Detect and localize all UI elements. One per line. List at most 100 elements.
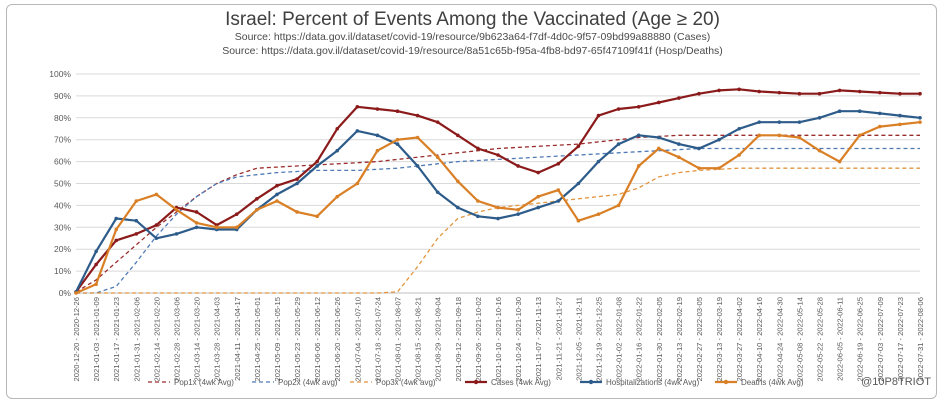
point-cases xyxy=(576,144,581,149)
point-deaths xyxy=(94,282,98,287)
point-hospitalizations xyxy=(114,216,118,221)
point-hospitalizations xyxy=(677,142,681,146)
point-hospitalizations xyxy=(496,216,500,221)
x-tick-label: 2021-04-25 - 2021-05-01 xyxy=(253,297,262,381)
point-cases xyxy=(94,262,98,267)
point-cases xyxy=(536,170,540,175)
legend-marker-deaths xyxy=(723,379,729,385)
point-cases xyxy=(857,89,862,94)
point-cases xyxy=(335,126,340,131)
x-tick-label: 2021-04-11 - 2021-04-17 xyxy=(233,297,242,381)
chart-frame xyxy=(6,4,937,399)
point-cases xyxy=(194,210,199,214)
point-deaths xyxy=(415,135,420,140)
point-deaths xyxy=(476,199,480,203)
point-hospitalizations xyxy=(757,120,762,124)
x-tick-label: 2021-09-26 - 2021-10-02 xyxy=(474,297,483,381)
x-tick-label: 2021-09-12 - 2021-09-18 xyxy=(454,297,463,381)
x-tick-label: 2021-11-21 - 2021-11-27 xyxy=(554,297,563,380)
series-line-cases xyxy=(75,88,920,293)
point-cases xyxy=(355,105,360,109)
x-tick-label: 2022-06-05 - 2022-06-11 xyxy=(836,297,845,381)
point-cases xyxy=(234,212,239,216)
x-tick-label: 2022-01-30 - 2022-02-05 xyxy=(655,297,664,381)
point-hospitalizations xyxy=(576,181,581,186)
point-cases xyxy=(918,91,922,96)
point-cases xyxy=(295,177,299,181)
x-tick-label: 2021-11-07 - 2021-11-13 xyxy=(534,297,543,380)
x-tick-label: 2022-01-02 - 2022-01-08 xyxy=(615,297,624,381)
point-deaths xyxy=(435,155,440,160)
point-hospitalizations xyxy=(476,214,480,219)
point-hospitalizations xyxy=(797,120,802,124)
point-hospitalizations xyxy=(375,133,380,138)
x-tick-label: 2022-04-10 - 2022-04-16 xyxy=(755,297,764,381)
point-deaths xyxy=(174,207,179,212)
point-cases xyxy=(636,105,641,109)
point-deaths xyxy=(717,166,721,170)
chart-title: Israel: Percent of Events Among the Vacc… xyxy=(225,9,720,30)
point-deaths xyxy=(737,153,741,157)
point-hospitalizations xyxy=(415,164,420,168)
point-deaths xyxy=(496,205,500,210)
point-hospitalizations xyxy=(777,120,782,124)
point-deaths xyxy=(576,218,581,223)
point-hospitalizations xyxy=(395,142,400,146)
point-hospitalizations xyxy=(315,164,319,168)
point-hospitalizations xyxy=(616,142,621,146)
x-tick-label: 2021-12-19 - 2021-12-25 xyxy=(594,297,603,381)
y-tick-label: 80% xyxy=(54,113,71,123)
point-hospitalizations xyxy=(556,199,561,203)
x-tick-label: 2022-04-24 - 2022-04-30 xyxy=(775,297,784,381)
point-cases xyxy=(697,91,701,96)
x-tick-label: 2022-07-31 - 2022-08-06 xyxy=(916,297,925,381)
y-tick-label: 0% xyxy=(59,288,72,298)
y-tick-label: 40% xyxy=(54,200,71,210)
x-tick-label: 2021-10-24 - 2021-10-30 xyxy=(514,297,523,381)
point-hospitalizations xyxy=(737,126,741,131)
point-hospitalizations xyxy=(355,129,360,133)
point-deaths xyxy=(315,214,319,219)
legend-label-cases: Cases (4wk Avg) xyxy=(491,378,551,387)
point-deaths xyxy=(656,146,661,151)
point-hospitalizations xyxy=(636,133,641,138)
x-tick-label: 2021-03-14 - 2021-03-20 xyxy=(193,297,202,381)
point-cases xyxy=(596,113,601,118)
point-cases xyxy=(878,90,882,95)
x-tick-label: 2022-05-08 - 2022-05-14 xyxy=(795,297,804,381)
x-tick-label: 2021-08-29 - 2021-09-04 xyxy=(434,297,443,381)
legend-label-pop3x: Pop3x (4wk avg) xyxy=(376,378,436,387)
x-tick-label: 2021-10-10 - 2021-10-16 xyxy=(494,297,503,381)
y-tick-label: 10% xyxy=(54,266,71,276)
point-cases xyxy=(415,113,420,118)
point-cases xyxy=(315,159,319,164)
point-cases xyxy=(837,88,842,93)
point-hospitalizations xyxy=(878,111,882,116)
point-cases xyxy=(616,107,621,111)
source-hosp-deaths: Source: https://data.gov.il/dataset/covi… xyxy=(222,45,723,57)
y-tick-label: 90% xyxy=(54,91,71,101)
x-tick-label: 2022-03-13 - 2022-03-19 xyxy=(715,297,724,381)
point-deaths xyxy=(255,207,259,212)
point-deaths xyxy=(677,155,681,160)
legend-label-pop2x: Pop2x (4wk avg) xyxy=(278,378,338,387)
x-tick-label: 2021-08-15 - 2021-08-21 xyxy=(414,297,423,381)
point-deaths xyxy=(616,203,621,208)
legend-label-pop1x: Pop1x (4wk Avg) xyxy=(174,378,234,387)
x-tick-label: 2022-01-16 - 2022-01-22 xyxy=(635,297,644,381)
point-deaths xyxy=(355,181,360,186)
point-hospitalizations xyxy=(516,212,520,216)
series-line-pop2x xyxy=(76,147,920,294)
x-tick-label: 2021-12-05 - 2021-12-11 xyxy=(574,297,583,381)
legend-label-deaths: Deaths (4wk Avg) xyxy=(741,378,804,387)
point-deaths xyxy=(295,210,299,214)
x-tick-label: 2022-03-27 - 2022-04-02 xyxy=(735,297,744,381)
point-cases xyxy=(677,96,681,100)
point-hospitalizations xyxy=(174,232,179,236)
point-deaths xyxy=(837,159,842,164)
point-cases xyxy=(255,197,259,201)
point-cases xyxy=(717,88,721,93)
author-credit: @10P8TRIOT xyxy=(861,376,931,388)
legend-marker-cases xyxy=(473,379,479,385)
x-tick-label: 2021-08-01 - 2021-08-07 xyxy=(394,297,403,381)
